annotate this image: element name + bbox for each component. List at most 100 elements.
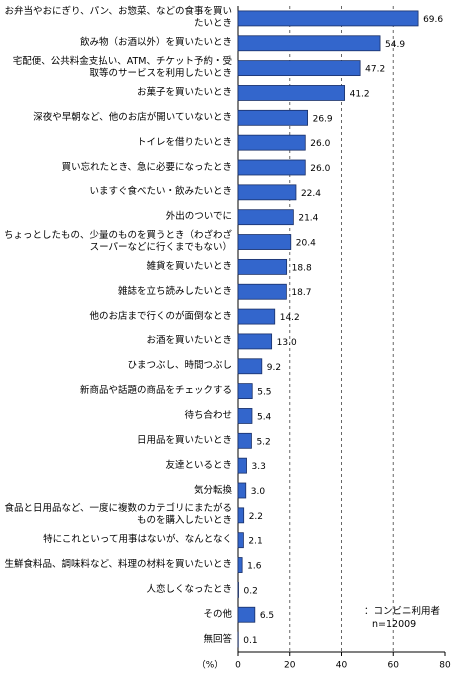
value-label: 26.0: [310, 139, 330, 149]
bar: [237, 209, 294, 226]
value-label: 47.2: [365, 65, 385, 75]
category-text: 雑貨を買いたいとき: [146, 260, 232, 272]
category-text: 生鮮食料品、調味料など、料理の材料を買いたいとき: [4, 559, 232, 571]
category-label: 外出のついでに: [4, 205, 232, 229]
category-text: 外出のついでに: [165, 211, 232, 223]
bar: [237, 184, 297, 201]
category-text: その他: [203, 608, 232, 620]
bar: [237, 85, 346, 101]
value-label: 9.2: [267, 363, 281, 373]
category-text: お酒を買いたいとき: [146, 335, 232, 347]
category-text: 無回答: [203, 633, 232, 645]
category-text: 日用品を買いたいとき: [136, 434, 232, 446]
bar: [237, 408, 253, 424]
category-text: トイレを借りたいとき: [136, 136, 232, 148]
value-label: 5.2: [256, 437, 270, 447]
value-label: 26.0: [310, 164, 330, 174]
category-label: お弁当やおにぎり、パン、お惣菜、などの食事を買いたいとき: [4, 6, 232, 30]
category-label: 人恋しくなったとき: [4, 578, 232, 602]
category-text: 宅配便、公共料金支払い、ATM、チケット予約・受取等のサービスを利用したいとき: [12, 56, 232, 80]
value-label: 20.4: [296, 239, 316, 249]
category-label: その他: [4, 603, 232, 627]
bar: [237, 358, 263, 375]
category-text: いますぐ食べたい・飲みたいとき: [89, 186, 232, 198]
bar: [237, 159, 306, 176]
category-label: 他のお店まで行くのが面倒なとき: [4, 305, 232, 329]
category-text: ちょっとしたもの、少量のものを買うとき（わざわざスーパーなどに行くまでもない）: [4, 230, 233, 254]
value-label: 18.8: [292, 263, 312, 273]
bar: [237, 557, 243, 573]
category-text: 友達といるとき: [165, 459, 232, 471]
category-text: 新商品や話題の商品をチェックする: [79, 385, 232, 397]
category-label: 新商品や話題の商品をチェックする: [4, 379, 232, 403]
category-label: ちょっとしたもの、少量のものを買うとき（わざわざスーパーなどに行くまでもない）: [4, 230, 232, 254]
bar: [237, 258, 288, 275]
category-label: 飲み物（お酒以外）を買いたいとき: [4, 31, 232, 55]
x-tick-label: 80: [439, 661, 451, 671]
bar: [237, 432, 252, 449]
category-label: 生鮮食料品、調味料など、料理の材料を買いたいとき: [4, 553, 232, 577]
value-label: 2.1: [248, 537, 262, 547]
category-label: トイレを借りたいとき: [4, 131, 232, 155]
category-label: 気分転換: [4, 479, 232, 503]
category-label: 無回答: [4, 628, 232, 652]
value-label: 2.2: [249, 512, 263, 522]
bar: [237, 35, 381, 52]
category-text: 食品と日用品など、一度に複数のカテゴリにまたがるものを購入したいとき: [4, 503, 232, 527]
value-label: 21.4: [298, 214, 318, 224]
category-text: お菓子を買いたいとき: [136, 86, 232, 98]
value-label: 14.2: [280, 313, 300, 323]
bar: [237, 60, 361, 77]
category-label: 深夜や早朝など、他のお店が開いていないとき: [4, 106, 232, 130]
value-label: 13.0: [277, 338, 297, 348]
category-text: 雑誌を立ち読みしたいとき: [117, 285, 232, 297]
value-label: 3.3: [252, 462, 266, 472]
x-tick-label: 40: [336, 661, 348, 671]
x-axis-label: （%）: [197, 660, 224, 671]
bar: [237, 308, 276, 325]
value-label: 18.7: [291, 288, 311, 298]
value-label: 5.5: [257, 388, 271, 398]
value-label: 3.0: [251, 487, 266, 497]
bar: [237, 109, 309, 126]
category-label: 雑誌を立ち読みしたいとき: [4, 280, 232, 304]
category-label: 宅配便、公共料金支払い、ATM、チケット予約・受取等のサービスを利用したいとき: [4, 56, 232, 80]
value-label: 26.9: [313, 114, 333, 124]
category-label: 食品と日用品など、一度に複数のカテゴリにまたがるものを購入したいとき: [4, 503, 232, 527]
bar: [237, 283, 287, 300]
value-label: 41.2: [350, 89, 370, 99]
bar: [237, 383, 253, 400]
value-label: 1.6: [247, 562, 262, 572]
category-text: 買い忘れたとき、急に必要になったとき: [61, 161, 232, 173]
category-text: 他のお店まで行くのが面倒なとき: [89, 310, 232, 322]
category-label: 友達といるとき: [4, 454, 232, 478]
value-label: 22.4: [301, 189, 321, 199]
value-label: 0.2: [244, 586, 258, 596]
category-text: 待ち合わせ: [184, 409, 232, 421]
category-label: 特にこれといって用事はないが、なんとなく: [4, 528, 232, 552]
category-label: お酒を買いたいとき: [4, 329, 232, 353]
category-text: 人恋しくなったとき: [146, 583, 232, 595]
x-tick-label: 0: [235, 661, 241, 671]
value-label: 54.9: [385, 40, 405, 50]
value-label: 69.6: [423, 15, 443, 25]
category-label: いますぐ食べたい・飲みたいとき: [4, 180, 232, 204]
category-label: 雑貨を買いたいとき: [4, 255, 232, 279]
bar: [237, 606, 256, 623]
bar: [237, 581, 239, 598]
bar: [237, 457, 247, 474]
value-label: 5.4: [257, 412, 272, 422]
annotation: ：コンビニ利用者: [364, 606, 441, 617]
category-text: 飲み物（お酒以外）を買いたいとき: [79, 37, 232, 49]
category-text: お弁当やおにぎり、パン、お惣菜、などの食事を買いたいとき: [4, 6, 232, 30]
bar: [237, 234, 292, 250]
x-tick-label: 20: [284, 661, 296, 671]
value-label: 0.1: [243, 636, 257, 646]
bar: [237, 134, 306, 151]
annotation: n=12009: [372, 619, 417, 630]
category-text: 深夜や早朝など、他のお店が開いていないとき: [33, 111, 232, 123]
value-label: 6.5: [260, 611, 274, 621]
category-label: 日用品を買いたいとき: [4, 429, 232, 453]
